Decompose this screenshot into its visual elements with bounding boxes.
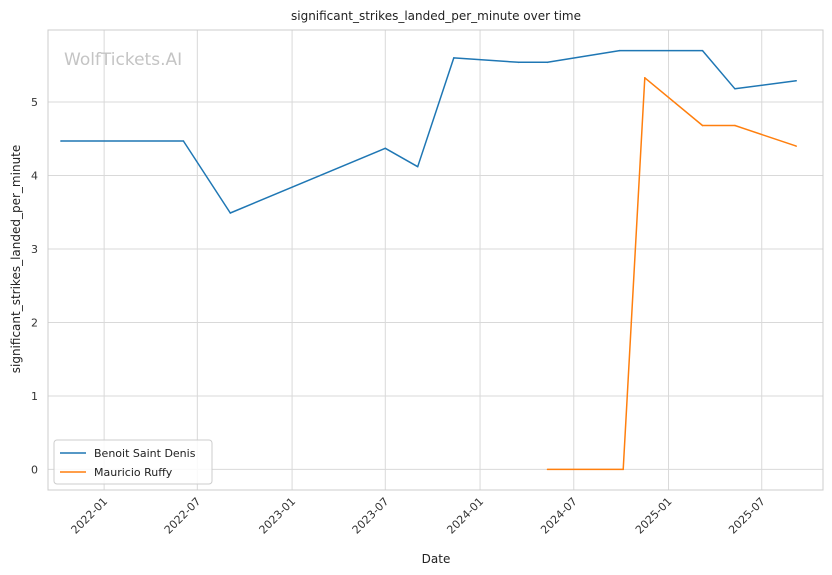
legend-label: Benoit Saint Denis: [94, 447, 196, 460]
series-line-1: [547, 77, 797, 471]
y-axis-title: significant_strikes_landed_per_minute: [9, 145, 23, 374]
data-point-0-1: [182, 140, 185, 142]
legend: Benoit Saint Denis Mauricio Ruffy: [53, 439, 213, 485]
data-point-0-2: [229, 212, 232, 214]
x-axis-title: Date: [422, 552, 451, 566]
data-point-0-10: [734, 88, 736, 90]
data-point-1-1: [622, 468, 624, 471]
watermark-text: WolfTickets.AI: [64, 50, 182, 70]
data-point-0-4: [416, 165, 419, 168]
series-line-0: [60, 49, 797, 214]
legend-box: [53, 439, 213, 485]
data-point-0-7: [546, 61, 549, 64]
data-point-1-0: [546, 468, 549, 471]
data-point-0-0: [60, 140, 62, 142]
data-point-0-5: [453, 57, 455, 59]
y-tick-label: 5: [31, 96, 38, 109]
data-point-0-6: [517, 61, 520, 64]
data-point-1-3: [701, 124, 704, 127]
data-point-0-3: [384, 147, 387, 150]
series-lines: [60, 49, 797, 471]
y-tick-label: 1: [31, 390, 38, 403]
y-tick-label: 3: [31, 243, 38, 256]
chart-title: significant_strikes_landed_per_minute ov…: [291, 9, 581, 23]
data-point-0-9: [701, 49, 704, 52]
grid-lines: [48, 30, 823, 490]
legend-label: Mauricio Ruffy: [94, 466, 173, 479]
plot-area-frame: [47, 29, 824, 491]
y-axis-tick-labels: 0 1 2 3 4 5: [31, 96, 38, 476]
data-point-1-5: [795, 145, 797, 147]
data-point-1-4: [734, 124, 736, 127]
data-point-0-8: [618, 49, 621, 52]
data-point-1-2: [644, 77, 646, 79]
y-tick-label: 4: [31, 169, 38, 182]
y-tick-label: 0: [31, 463, 38, 476]
y-tick-label: 2: [31, 316, 38, 329]
data-point-0-11: [795, 79, 797, 82]
